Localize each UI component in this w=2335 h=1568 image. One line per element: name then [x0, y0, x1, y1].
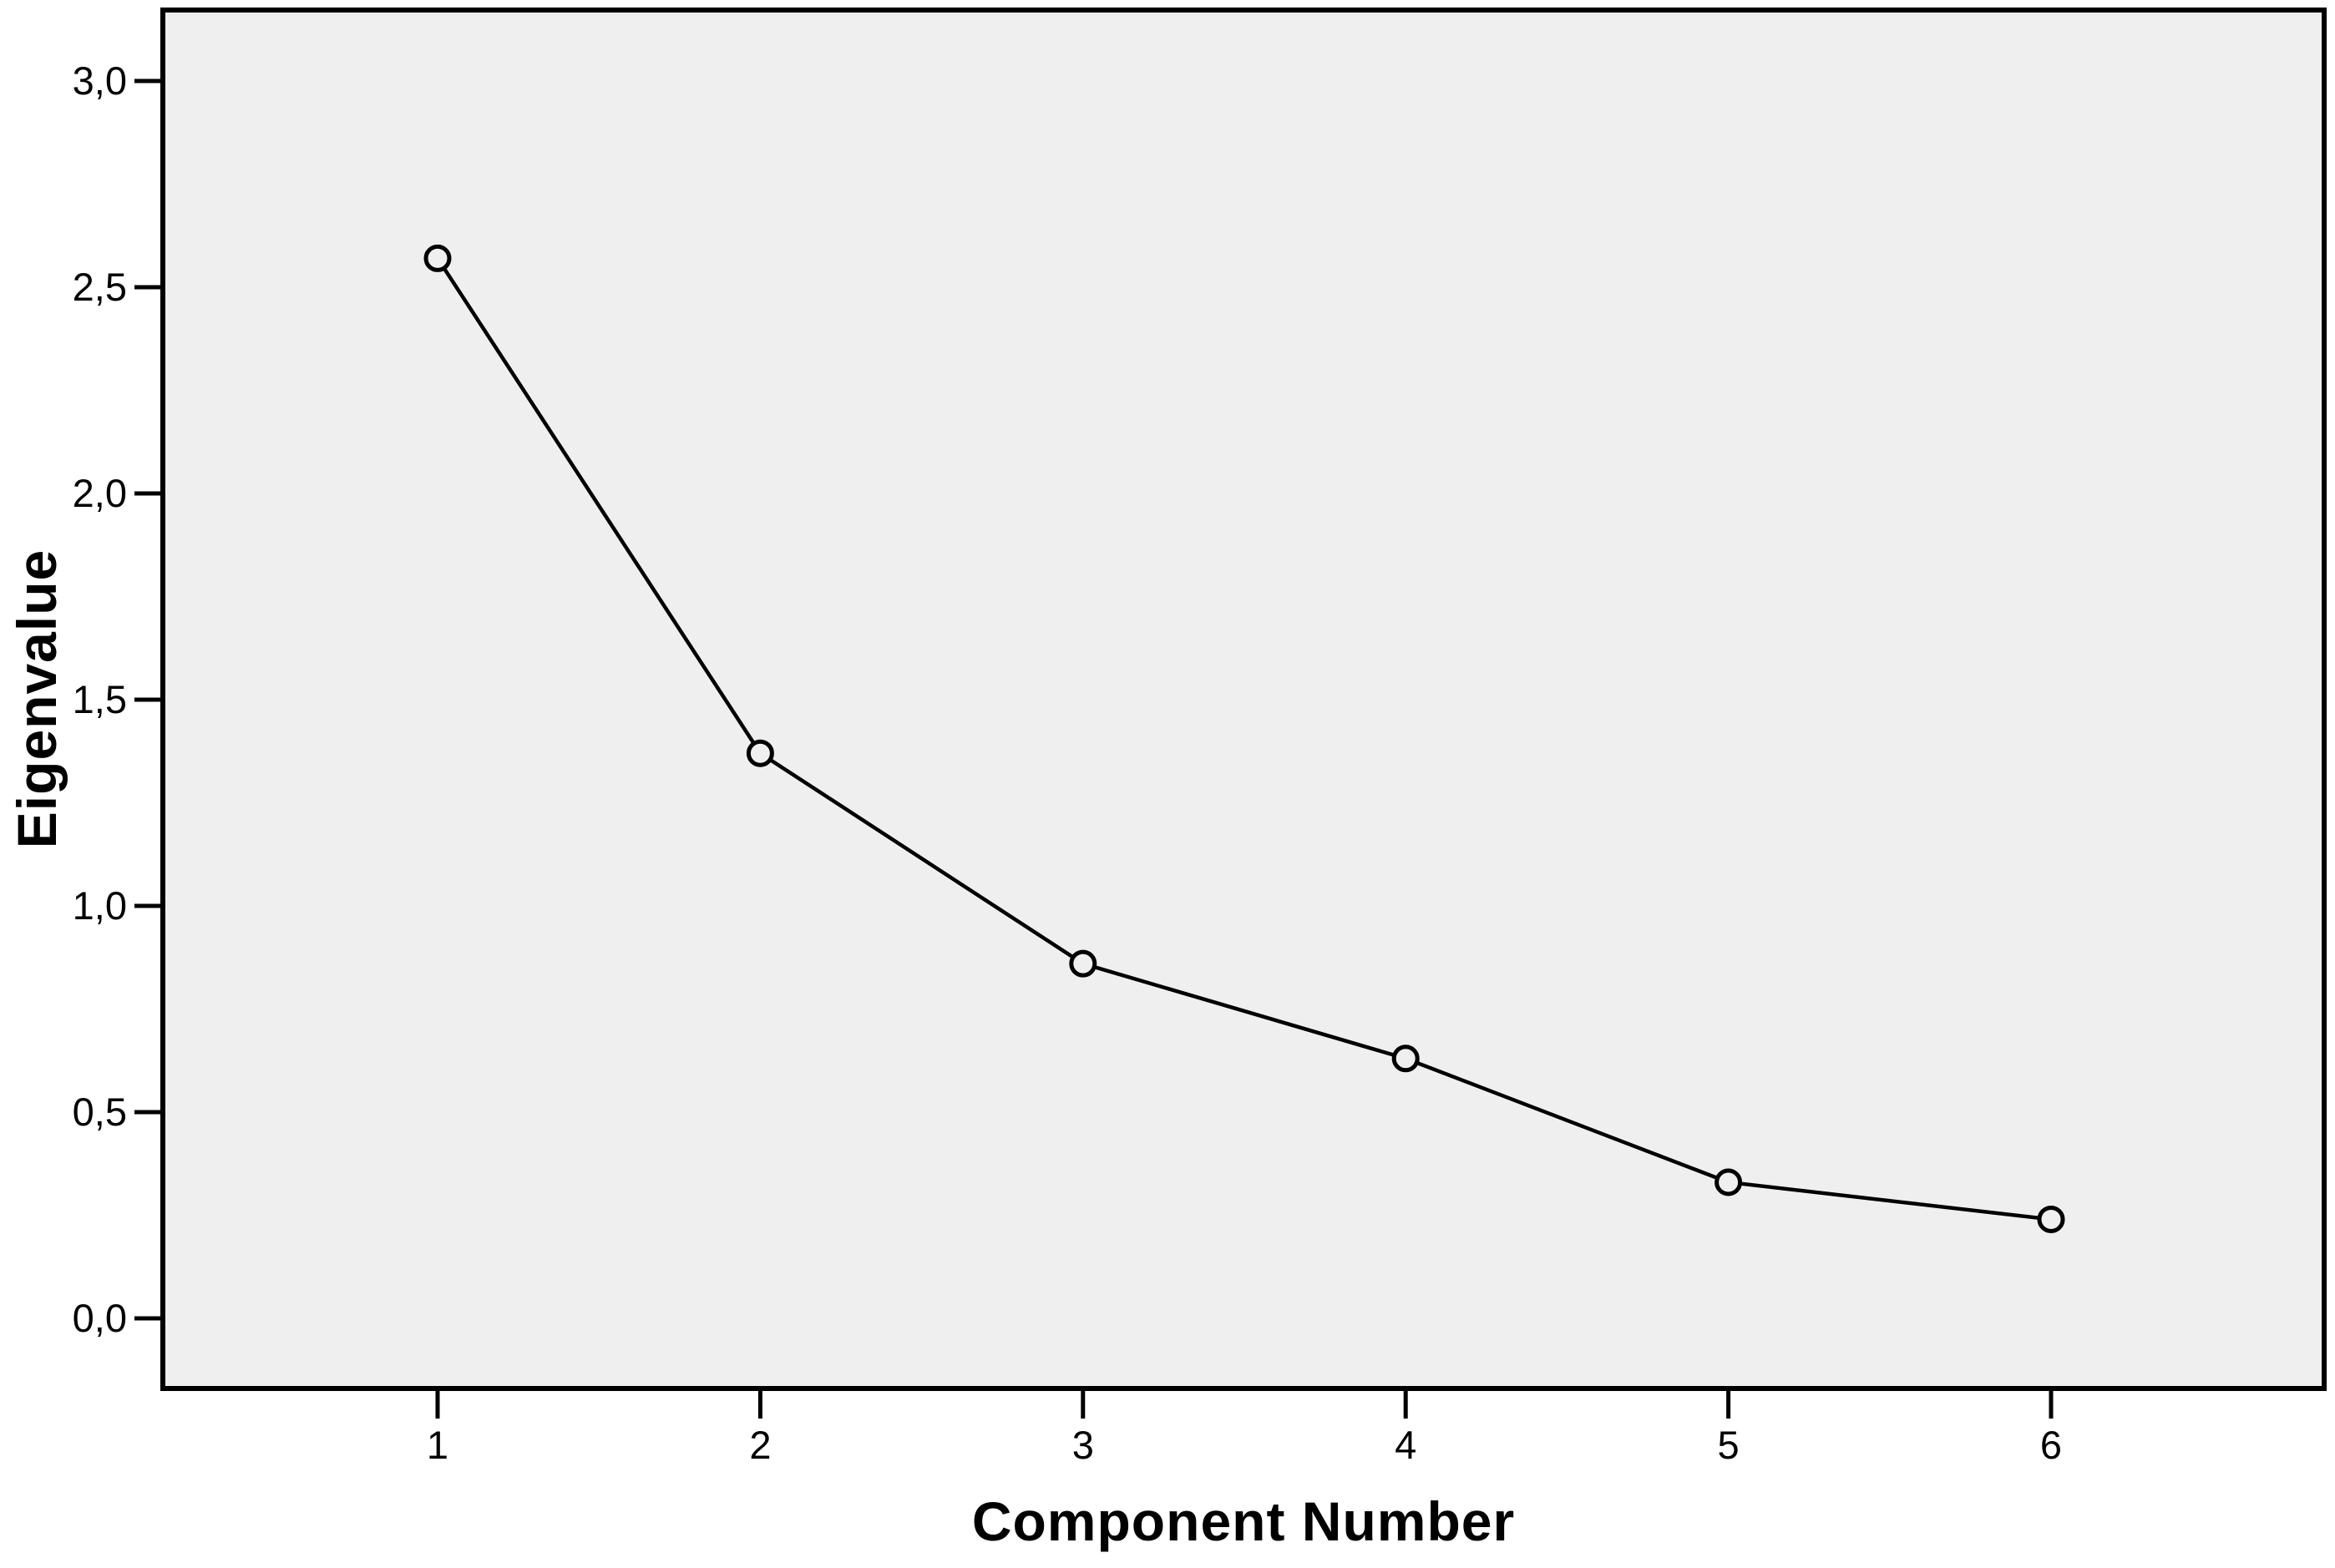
x-tick-label: 1: [426, 1423, 449, 1467]
y-tick-label: 1,0: [72, 883, 127, 928]
y-tick-label: 1,5: [72, 677, 127, 721]
x-axis-title: Component Number: [971, 1490, 1516, 1552]
y-tick-label: 2,0: [72, 471, 127, 515]
y-axis-title: Eigenvalue: [6, 549, 68, 849]
x-tick-label: 5: [1717, 1423, 1740, 1467]
x-tick-label: 6: [2039, 1423, 2063, 1467]
y-tick-label: 3,0: [72, 58, 127, 103]
x-tick-label: 2: [749, 1423, 772, 1467]
x-tick-label: 3: [1071, 1423, 1094, 1467]
x-tick-label: 4: [1395, 1423, 1417, 1467]
plot-area: [160, 8, 2327, 1391]
y-tick-label: 0,5: [72, 1090, 127, 1134]
y-tick-label: 2,5: [72, 265, 127, 309]
y-tick-label: 0,0: [72, 1296, 127, 1340]
